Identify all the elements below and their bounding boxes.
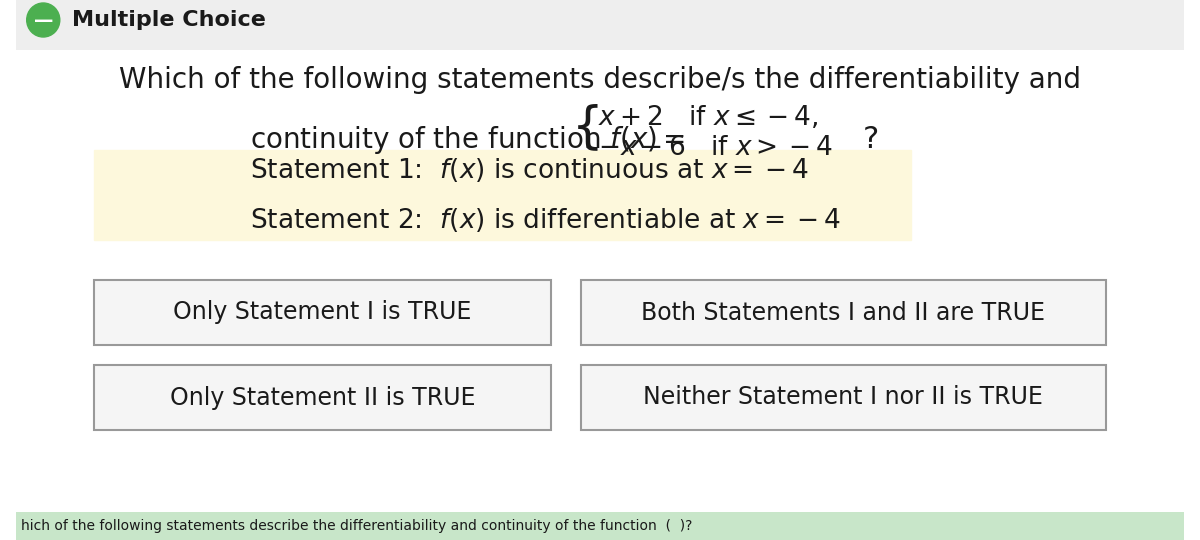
Text: ?: ? [863,125,880,154]
Text: hich of the following statements describe the differentiability and continuity o: hich of the following statements describ… [20,519,692,533]
Text: Both Statements I and II are TRUE: Both Statements I and II are TRUE [641,300,1045,325]
Circle shape [26,3,60,37]
Text: $-x - 6$   if $x > -4$: $-x - 6$ if $x > -4$ [598,135,833,161]
Text: Statement 2:  $f(x)$ is differentiable at $x = -4$: Statement 2: $f(x)$ is differentiable at… [250,206,840,234]
FancyBboxPatch shape [94,150,912,240]
Text: Only Statement II is TRUE: Only Statement II is TRUE [170,386,475,409]
Text: Which of the following statements describe/s the differentiability and: Which of the following statements descri… [119,66,1081,94]
FancyBboxPatch shape [16,0,1184,50]
Text: $x + 2$   if $x \leq -4$,: $x + 2$ if $x \leq -4$, [598,105,818,132]
FancyBboxPatch shape [94,365,551,430]
FancyBboxPatch shape [581,365,1106,430]
Text: Only Statement I is TRUE: Only Statement I is TRUE [174,300,472,325]
FancyBboxPatch shape [16,512,1184,540]
FancyBboxPatch shape [94,280,551,345]
Text: Neither Statement I nor II is TRUE: Neither Statement I nor II is TRUE [643,386,1043,409]
Text: $\{$: $\{$ [571,103,599,153]
Text: continuity of the function $f(x) = $: continuity of the function $f(x) = $ [250,124,685,156]
FancyBboxPatch shape [581,280,1106,345]
Text: —: — [34,10,53,30]
Text: Multiple Choice: Multiple Choice [72,10,266,30]
Text: Statement 1:  $f(x)$ is continuous at $x = -4$: Statement 1: $f(x)$ is continuous at $x … [250,156,809,184]
